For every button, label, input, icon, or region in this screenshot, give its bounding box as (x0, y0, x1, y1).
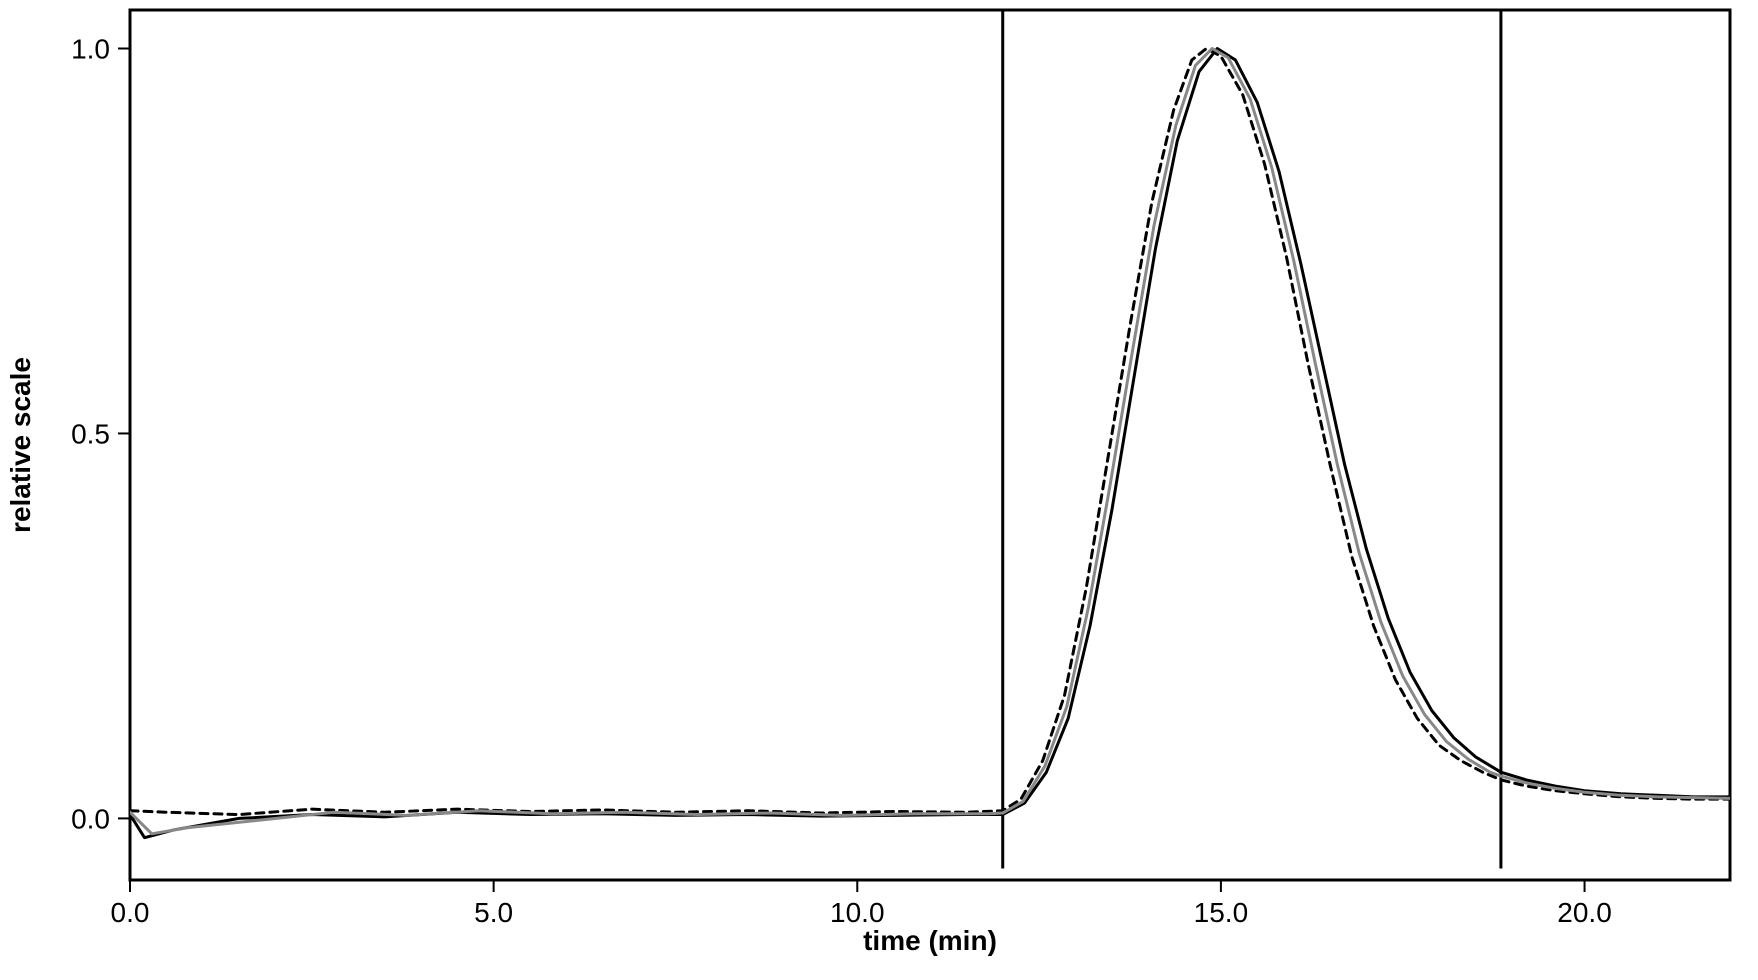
x-tick-label: 10.0 (830, 897, 885, 928)
x-tick-label: 20.0 (1557, 897, 1612, 928)
y-tick-label: 0.0 (71, 803, 110, 834)
y-tick-label: 1.0 (71, 33, 110, 64)
x-axis-label: time (min) (863, 925, 997, 956)
chromatogram-chart: 0.0 5.0 10.0 15.0 20.0 0.0 0.5 1.0 time (min) rel… (0, 0, 1758, 980)
y-axis-label: relative scale (5, 357, 36, 533)
x-tick-label: 5.0 (474, 897, 513, 928)
chart-svg: 0.0 5.0 10.0 15.0 20.0 0.0 0.5 1.0 time (min) rel… (0, 0, 1758, 980)
x-tick-label: 0.0 (111, 897, 150, 928)
y-tick-label: 0.5 (71, 418, 110, 449)
x-tick-label: 15.0 (1194, 897, 1249, 928)
